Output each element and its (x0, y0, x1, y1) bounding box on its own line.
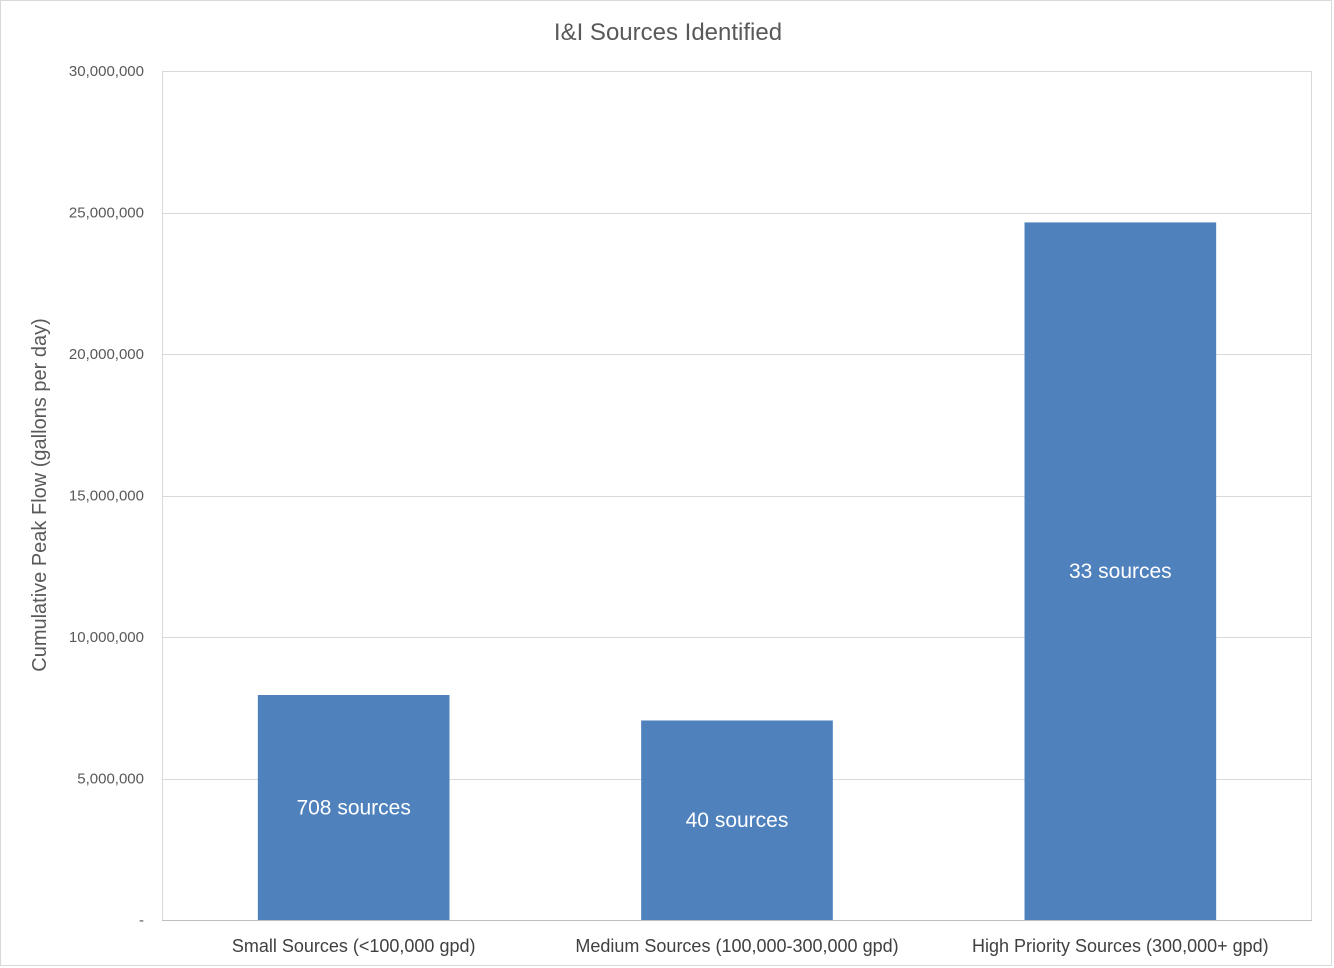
y-tick-label: - (139, 912, 144, 929)
data-labels: 708 sources 40 sources 33 sources (296, 560, 1171, 832)
x-category-label: Medium Sources (100,000-300,000 gpd) (575, 936, 898, 956)
chart-title: I&I Sources Identified (554, 19, 782, 46)
y-tick-label: 25,000,000 (69, 205, 144, 222)
bar-data-label: 40 sources (686, 809, 789, 832)
bar-data-label: 708 sources (296, 797, 410, 820)
y-axis-ticks: - 5,000,000 10,000,000 15,000,000 20,000,000… (69, 63, 144, 929)
bar (1024, 222, 1217, 920)
y-tick-label: 30,000,000 (69, 63, 144, 80)
bars (257, 222, 1217, 920)
y-tick-label: 20,000,000 (69, 346, 144, 363)
x-category-label: High Priority Sources (300,000+ gpd) (972, 936, 1269, 956)
y-tick-label: 10,000,000 (69, 629, 144, 646)
y-axis-label: Cumulative Peak Flow (gallons per day) (29, 318, 51, 672)
bar (641, 720, 833, 920)
bar (257, 695, 450, 920)
x-axis-categories: Small Sources (<100,000 gpd) Medium Sourc… (232, 936, 1269, 956)
y-tick-label: 5,000,000 (77, 771, 144, 788)
bar-data-label: 33 sources (1069, 560, 1172, 583)
x-category-label: Small Sources (<100,000 gpd) (232, 936, 476, 956)
y-tick-label: 15,000,000 (69, 488, 144, 505)
